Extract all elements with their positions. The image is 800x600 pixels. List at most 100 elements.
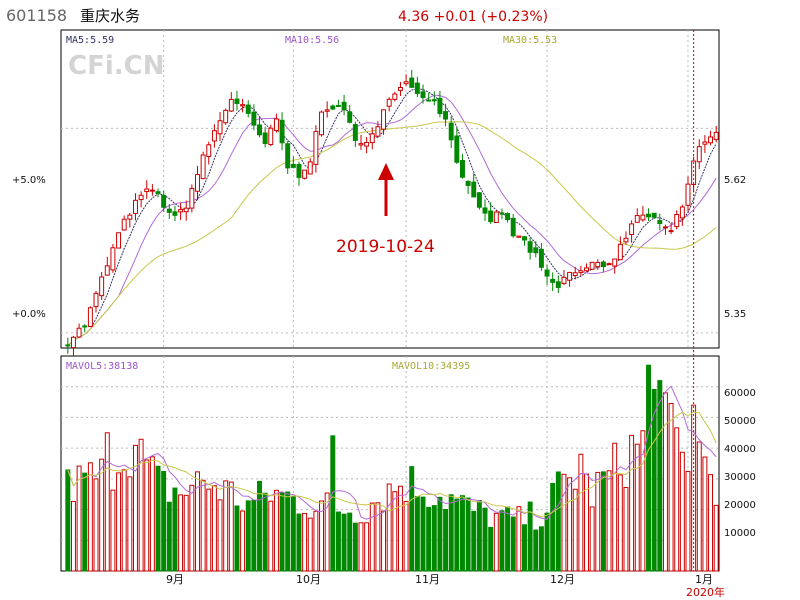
volume-bar: [369, 502, 375, 572]
candle-body: [262, 132, 268, 145]
candle-body: [82, 325, 88, 328]
candle-body: [674, 214, 680, 228]
volume-bar: [443, 508, 449, 572]
volume-bar: [629, 434, 635, 572]
mavol5-line: [67, 385, 717, 520]
candle-body: [240, 104, 246, 107]
volume-bar: [493, 512, 499, 572]
volume-bar: [696, 441, 702, 572]
candle-body: [454, 135, 460, 163]
volume-bar: [499, 510, 505, 572]
volume-bar: [166, 501, 172, 572]
candle-body: [386, 98, 392, 107]
candle-body: [550, 278, 556, 283]
volume-bar: [437, 496, 443, 572]
volume-bar: [178, 494, 184, 572]
volume-bar: [713, 504, 719, 572]
volume-bar: [99, 458, 105, 572]
candle-body: [234, 98, 240, 104]
volume-bar: [533, 529, 539, 572]
volume-bar: [138, 438, 144, 572]
watermark: CFi.CN: [68, 51, 164, 81]
candle-body: [409, 77, 415, 88]
volume-bar: [414, 496, 420, 572]
candle-body: [657, 220, 663, 224]
candle-body: [510, 217, 516, 237]
candle-body: [493, 211, 499, 223]
volume-bar: [476, 500, 482, 572]
volume-bar: [561, 473, 567, 572]
volume-bar: [217, 499, 223, 572]
stock-name: 重庆水务: [80, 7, 140, 25]
volume-bar: [544, 512, 550, 572]
volume-bar: [144, 459, 150, 572]
candle-body: [228, 98, 234, 112]
volume-bar: [657, 380, 663, 572]
volume-bar: [82, 472, 88, 572]
candle-body: [561, 276, 567, 284]
candle-body: [600, 261, 606, 268]
volume-bar: [640, 430, 646, 572]
candle-body: [93, 292, 99, 308]
candle-body: [595, 261, 601, 268]
candle-body: [381, 109, 387, 130]
volume-bar: [172, 487, 178, 572]
candle-body: [488, 210, 494, 223]
candle-body: [555, 281, 561, 288]
candle-body: [251, 111, 257, 126]
volume-bar: [600, 471, 606, 572]
volume-bar: [510, 516, 516, 572]
volume-bar: [352, 522, 358, 572]
volume-bar: [87, 462, 93, 572]
volume-bar: [403, 500, 409, 572]
candle-body: [206, 144, 212, 157]
candles: [65, 69, 719, 357]
volume-bar: [420, 496, 426, 572]
volume-bar: [133, 444, 138, 572]
volume-bar: [149, 456, 155, 572]
volume-bar: [471, 510, 477, 572]
volume-bar: [662, 392, 668, 572]
candle-body: [87, 307, 93, 327]
candle-body: [104, 265, 110, 276]
candle-body: [685, 183, 691, 206]
candle-body: [527, 241, 533, 253]
vol-tick-20000: 20000: [724, 500, 756, 511]
volume-bar: [262, 492, 268, 572]
candle-body: [330, 105, 336, 110]
candle-body: [200, 154, 206, 180]
candle-body: [155, 191, 161, 195]
volume-bar: [104, 432, 110, 572]
volume-bar: [324, 492, 330, 572]
candle-body: [302, 169, 308, 179]
candle-body: [223, 109, 229, 124]
candle-body: [133, 199, 138, 214]
candle-body: [313, 130, 319, 165]
year-label: 2020年: [686, 585, 725, 599]
candle-body: [443, 111, 449, 120]
candle-body: [257, 124, 262, 136]
candle-body: [437, 97, 443, 115]
volume-bar: [240, 510, 246, 572]
volume-bar: [273, 489, 279, 572]
volume-bar: [482, 507, 488, 572]
ma30-line: [67, 121, 717, 346]
candle-body: [195, 174, 200, 192]
candle-body: [691, 160, 697, 186]
candle-body: [708, 136, 714, 144]
candle-body: [161, 194, 167, 208]
month-jan: 1月: [695, 573, 713, 586]
volume-bar: [623, 486, 629, 572]
candle-body: [589, 261, 595, 270]
volume-bar: [155, 465, 161, 572]
volume-bar: [307, 517, 313, 572]
candle-body: [499, 212, 505, 215]
candle-body: [335, 104, 341, 107]
volume-bar: [431, 505, 437, 572]
candle-body: [127, 214, 133, 220]
volume-bar: [290, 495, 296, 572]
candle-body: [352, 124, 358, 141]
volume-bar: [358, 522, 364, 572]
candle-body: [211, 130, 217, 142]
left-tick-zero: +0.0%: [12, 309, 46, 320]
